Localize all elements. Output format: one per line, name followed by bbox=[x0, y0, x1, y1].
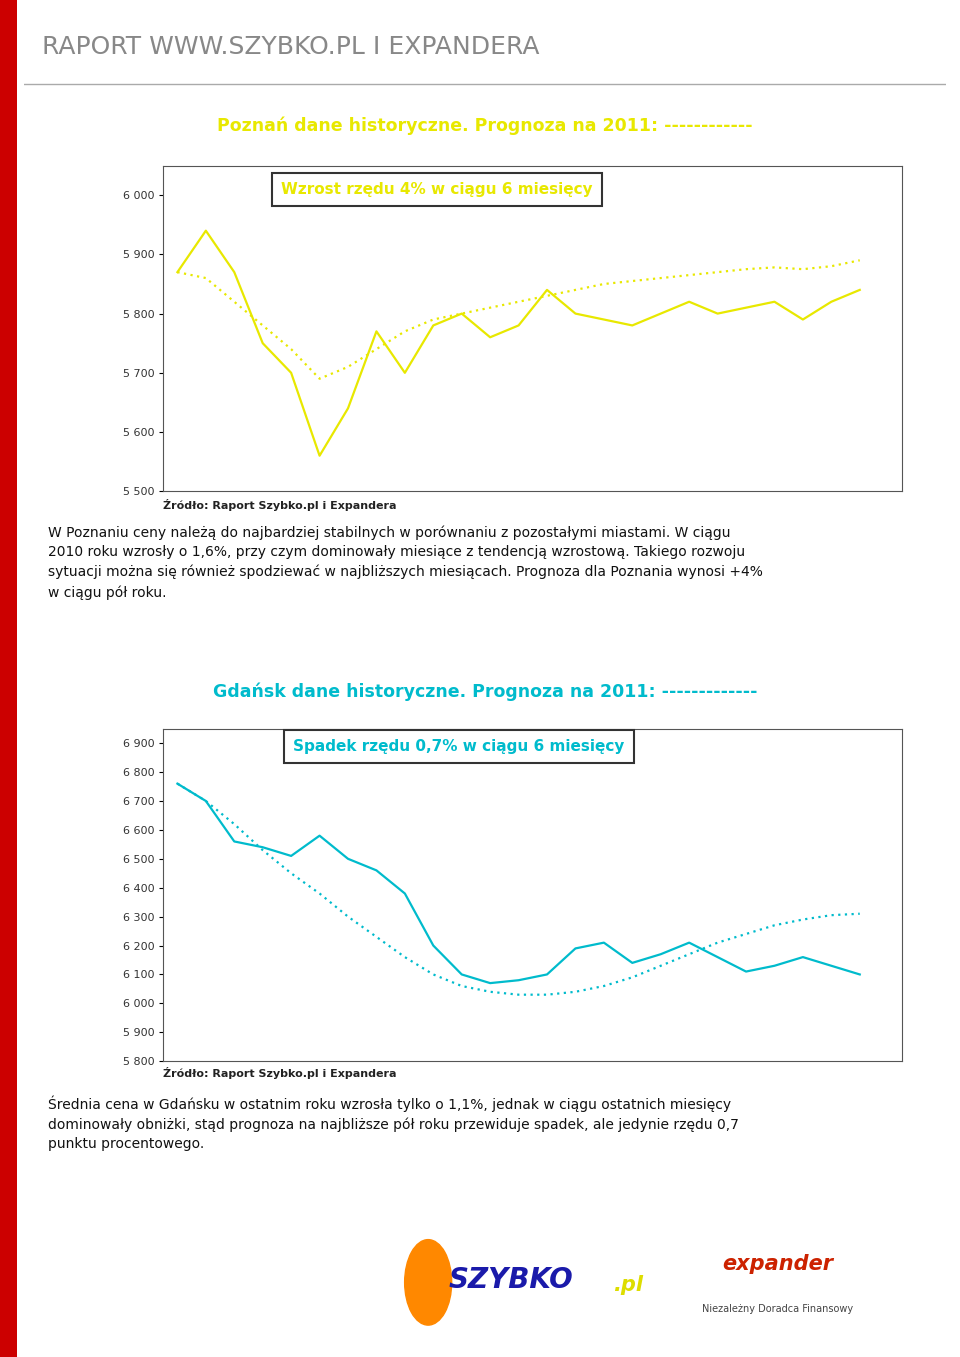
Text: Średnia cena w Gdańsku w ostatnim roku wzrosła tylko o 1,1%, jednak w ciągu osta: Średnia cena w Gdańsku w ostatnim roku w… bbox=[48, 1095, 739, 1151]
Text: Gdańsk dane historyczne. Prognoza na 2011: -------------: Gdańsk dane historyczne. Prognoza na 201… bbox=[212, 683, 757, 700]
Text: Spadek rzędu 0,7% w ciągu 6 miesięcy: Spadek rzędu 0,7% w ciągu 6 miesięcy bbox=[293, 738, 625, 753]
Text: .pl: .pl bbox=[613, 1274, 643, 1295]
Text: Źródło: Raport Szybko.pl i Expandera: Źródło: Raport Szybko.pl i Expandera bbox=[163, 498, 396, 510]
Text: SZYBKO: SZYBKO bbox=[448, 1266, 573, 1295]
Text: Źródło: Raport Szybko.pl i Expandera: Źródło: Raport Szybko.pl i Expandera bbox=[163, 1067, 396, 1079]
Text: Poznań dane historyczne. Prognoza na 2011: ------------: Poznań dane historyczne. Prognoza na 201… bbox=[217, 117, 753, 134]
Text: expander: expander bbox=[722, 1254, 833, 1274]
Text: Wzrost rzędu 4% w ciągu 6 miesięcy: Wzrost rzędu 4% w ciągu 6 miesięcy bbox=[281, 182, 592, 197]
Text: RAPORT WWW.SZYBKO.PL I EXPANDERA: RAPORT WWW.SZYBKO.PL I EXPANDERA bbox=[42, 35, 540, 60]
Text: Niezależny Doradca Finansowy: Niezależny Doradca Finansowy bbox=[702, 1304, 853, 1314]
Ellipse shape bbox=[405, 1240, 452, 1324]
Text: W Poznaniu ceny należą do najbardziej stabilnych w porównaniu z pozostałymi mias: W Poznaniu ceny należą do najbardziej st… bbox=[48, 525, 763, 600]
